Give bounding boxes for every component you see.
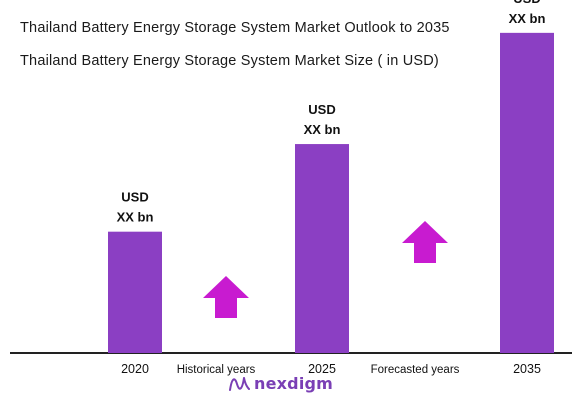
value-label-2035-currency: USD [513, 0, 540, 6]
value-label-2020-amount: XX bn [117, 210, 154, 225]
period-label-historical: Historical years [177, 364, 256, 376]
value-label-2025-amount: XX bn [304, 122, 341, 137]
value-label-2020-currency: USD [121, 190, 148, 205]
bar-2035 [500, 32, 554, 353]
value-label-2025-currency: USD [308, 102, 335, 117]
value-label-2035-amount: XX bn [509, 11, 546, 26]
nexdigm-logo: nexdigm [228, 374, 333, 393]
growth-arrow-forecasted-icon [402, 221, 448, 263]
nexdigm-logo-text: nexdigm [254, 374, 334, 393]
nexdigm-logo-icon [229, 376, 250, 391]
chart-title: Thailand Battery Energy Storage System M… [20, 20, 450, 36]
growth-arrow-historical-icon [203, 276, 249, 318]
bar-2020 [108, 231, 162, 353]
x-tick-2035: 2035 [513, 362, 541, 376]
x-tick-2025: 2025 [308, 362, 336, 376]
x-tick-2020: 2020 [121, 362, 149, 376]
bar-2025 [295, 144, 349, 353]
period-label-forecasted: Forecasted years [371, 364, 460, 376]
chart-subtitle: Thailand Battery Energy Storage System M… [20, 53, 439, 69]
